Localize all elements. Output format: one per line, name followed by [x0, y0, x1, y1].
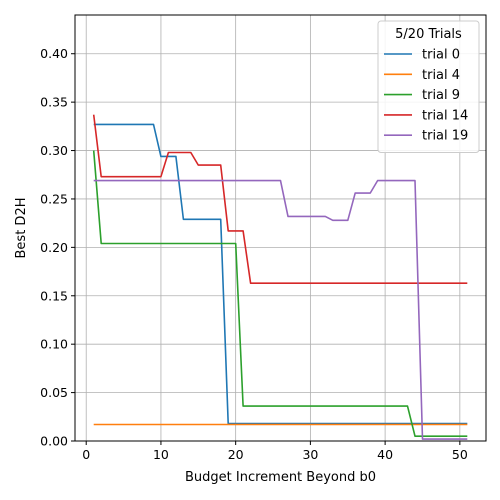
y-tick-label: 0.30 — [40, 143, 68, 158]
x-tick-label: 10 — [153, 447, 169, 462]
x-axis-title: Budget Increment Beyond b0 — [185, 470, 376, 485]
legend-label: trial 4 — [422, 68, 460, 83]
y-tick-label: 0.00 — [40, 434, 68, 449]
y-tick-label: 0.15 — [40, 288, 68, 303]
legend-label: trial 19 — [422, 129, 468, 144]
legend-label: trial 14 — [422, 108, 468, 123]
legend-title: 5/20 Trials — [395, 27, 462, 42]
series-lines — [92, 114, 468, 440]
x-tick-label: 0 — [82, 447, 90, 462]
y-tick-label: 0.25 — [40, 191, 68, 206]
legend: 5/20 Trials trial 0 trial 4 trial 9 trial 1… — [377, 20, 480, 153]
y-tick-label: 0.35 — [40, 95, 68, 110]
x-tick-label: 20 — [228, 447, 244, 462]
axis-ticks: 0 10 20 30 40 50 0.00 0.05 0.10 0.15 0.20 0.25 0.30 0… — [40, 46, 468, 462]
plot-frame — [74, 14, 487, 442]
x-tick-label: 40 — [377, 447, 393, 462]
y-tick-label: 0.05 — [40, 385, 68, 400]
legend-label: trial 9 — [422, 88, 460, 103]
x-tick-label: 30 — [302, 447, 318, 462]
y-tick-label: 0.20 — [40, 240, 68, 255]
x-tick-label: 50 — [452, 447, 468, 462]
series-line-trial-3 — [92, 114, 468, 285]
legend-label: trial 0 — [422, 48, 460, 63]
y-axis-title: Best D2H — [14, 198, 29, 259]
y-tick-label: 0.40 — [40, 46, 68, 61]
series-line-trial-4 — [93, 179, 468, 440]
series-line-trial-0 — [93, 123, 468, 425]
legend-items: trial 0 trial 4 trial 9 trial 14 trial 19 — [384, 48, 468, 144]
y-tick-label: 0.10 — [40, 337, 68, 352]
series-line-trial-2 — [92, 150, 468, 438]
